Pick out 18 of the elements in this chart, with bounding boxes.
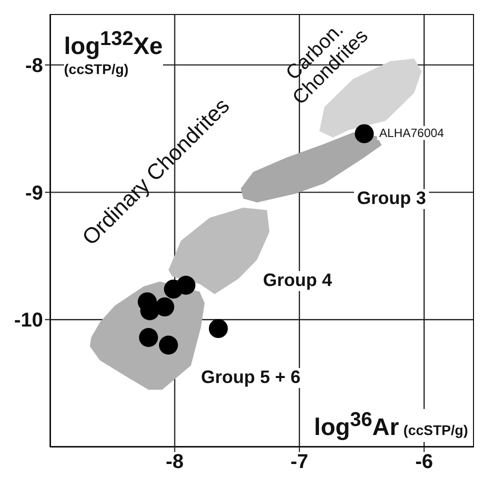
y-tick-label: -8 bbox=[25, 55, 43, 78]
annotation: Group 4 bbox=[260, 270, 336, 291]
annotation: ALHA76004 bbox=[377, 126, 446, 140]
annotation: Group 5 + 6 bbox=[198, 367, 304, 388]
y-axis-title: log$^{132}$Xe (ccSTP/g) bbox=[64, 28, 163, 77]
x-tick-label: -8 bbox=[166, 451, 184, 474]
point bbox=[164, 280, 183, 299]
y-tick-label: -9 bbox=[25, 182, 43, 204]
point bbox=[155, 297, 174, 316]
y-tick-label: -10 bbox=[14, 310, 43, 332]
point bbox=[208, 319, 228, 338]
annotation: Group 3 bbox=[354, 188, 430, 209]
point bbox=[354, 124, 374, 144]
point bbox=[158, 336, 178, 355]
x-axis-title: log$^{36}$Ar (ccSTP/g) bbox=[314, 409, 468, 441]
point bbox=[139, 328, 158, 347]
x-tick-label: -7 bbox=[290, 451, 308, 474]
x-tick-label: -6 bbox=[415, 451, 434, 474]
